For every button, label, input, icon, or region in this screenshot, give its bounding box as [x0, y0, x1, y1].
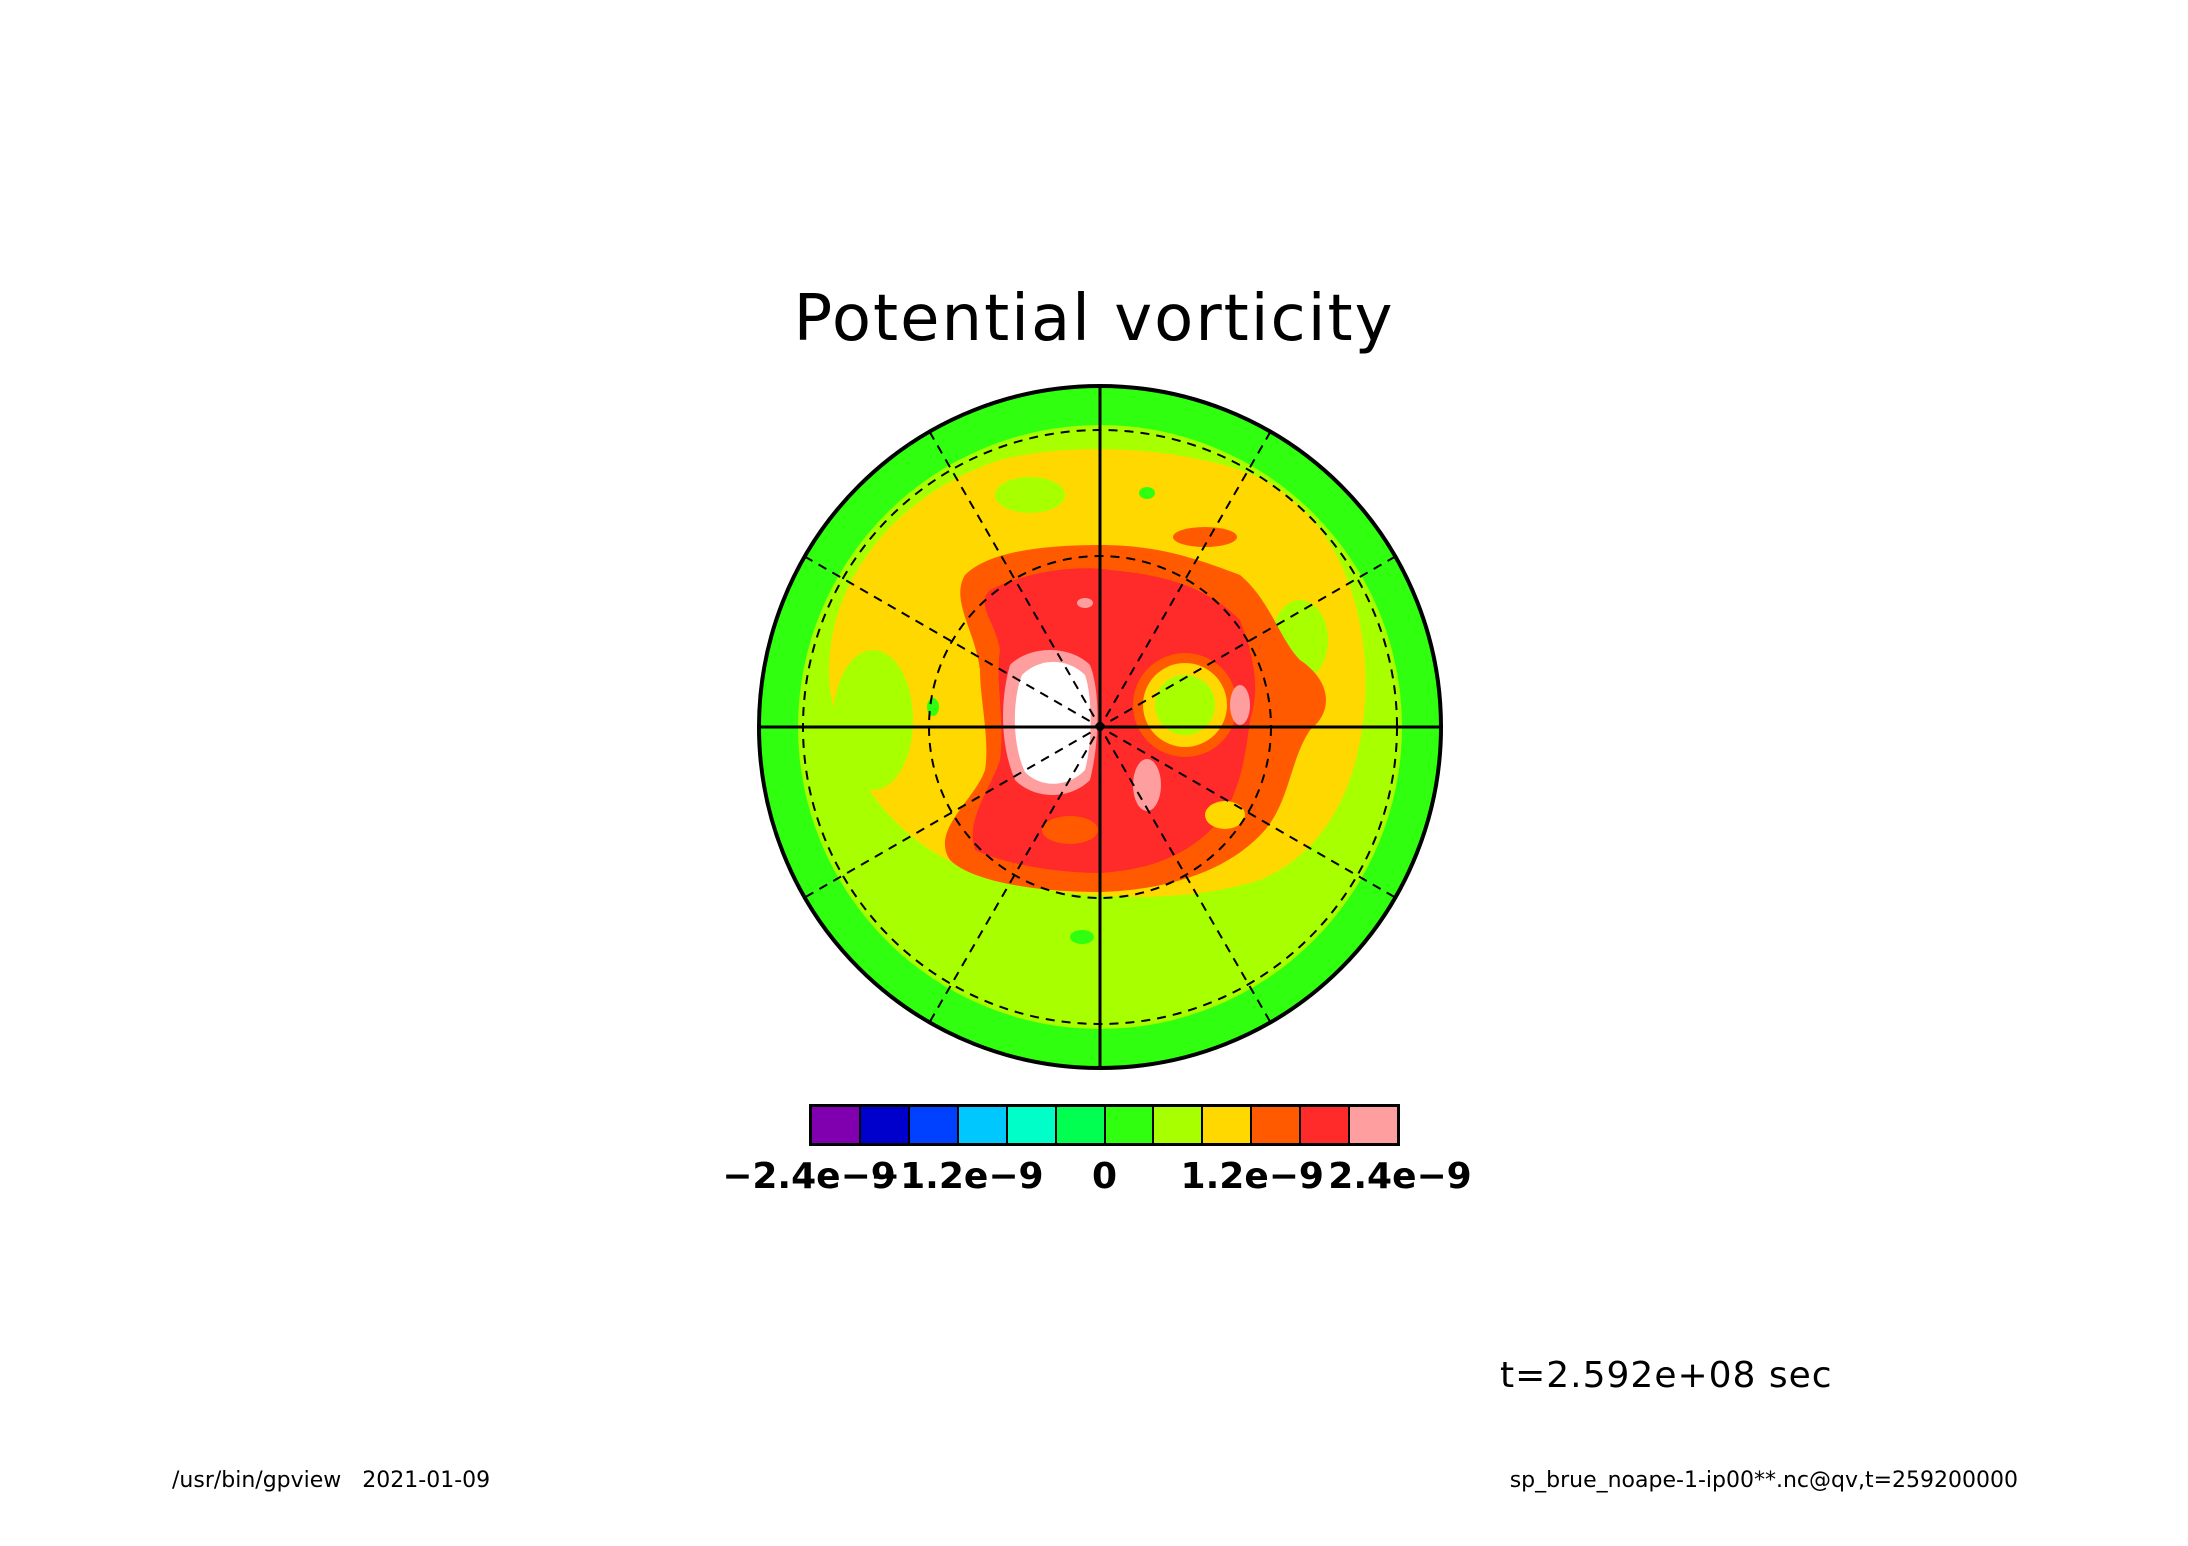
- colorbar-cell: [1350, 1107, 1398, 1143]
- field-orange-patch: [1042, 816, 1098, 844]
- chart-title: Potential vorticity: [793, 282, 1395, 356]
- field-lime-ring: [1155, 675, 1215, 735]
- colorbar-tick-label: 0: [1091, 1156, 1118, 1197]
- field-pink-patch: [1230, 685, 1250, 725]
- field-pink-patch: [1077, 598, 1093, 608]
- time-label: t=2.592e+08 sec: [1500, 1355, 1833, 1396]
- colorbar-cell: [1154, 1107, 1204, 1143]
- field-lime-patch: [833, 650, 913, 790]
- colorbar-cell: [958, 1107, 1008, 1143]
- field-green-spot: [1139, 487, 1155, 499]
- field-pink-patch: [1133, 759, 1161, 811]
- field-yellow-patch: [1205, 801, 1245, 829]
- colorbar-cell: [1252, 1107, 1302, 1143]
- colorbar-cell: [1007, 1107, 1057, 1143]
- colorbar-tick-label: 1.2e−9: [1180, 1156, 1324, 1197]
- footer-source: sp_brue_noape-1-ip00**.nc@qv,t=259200000: [1509, 1468, 2018, 1493]
- footer-program-date: /usr/bin/gpview 2021-01-09: [172, 1468, 491, 1493]
- colorbar-tick-label: 2.4e−9: [1328, 1156, 1472, 1197]
- colorbar-cell: [1301, 1107, 1351, 1143]
- field-red-region: [972, 568, 1256, 873]
- colorbar-cell: [1105, 1107, 1155, 1143]
- map-border: [757, 384, 1443, 1070]
- colorbar-cell: [1056, 1107, 1106, 1143]
- field-green-spot: [1070, 930, 1094, 944]
- colorbar-tick-label: −2.4e−9: [722, 1156, 896, 1197]
- colorbar-tick-label: −1.2e−9: [869, 1156, 1044, 1197]
- colorbar-cell: [909, 1107, 959, 1143]
- field-orange-patch: [1173, 527, 1237, 547]
- colorbar-cell: [860, 1107, 910, 1143]
- field-lime-patch: [995, 477, 1065, 513]
- colorbar-cell: [812, 1107, 861, 1143]
- colorbar-cell: [1203, 1107, 1253, 1143]
- field-missing-core: [1014, 661, 1091, 784]
- colorbar: [809, 1104, 1400, 1146]
